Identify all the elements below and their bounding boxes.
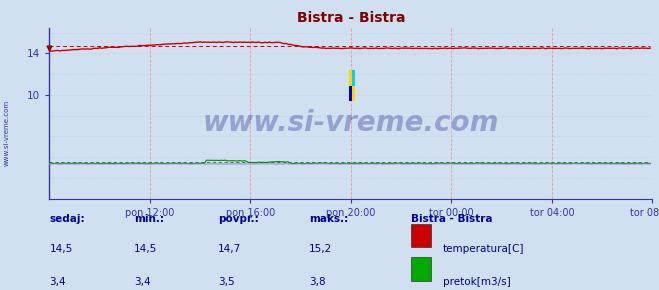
Text: povpr.:: povpr.: [218, 214, 259, 224]
Bar [349, 70, 355, 101]
Text: maks.:: maks.: [308, 214, 348, 224]
Text: temperatura[C]: temperatura[C] [443, 244, 524, 254]
Title: Bistra - Bistra: Bistra - Bistra [297, 11, 405, 25]
Text: 14,5: 14,5 [49, 244, 72, 254]
Text: 14,5: 14,5 [134, 244, 157, 254]
Text: sedaj:: sedaj: [49, 214, 85, 224]
Text: 3,4: 3,4 [49, 277, 66, 287]
Bar [352, 70, 355, 86]
Text: www.si-vreme.com: www.si-vreme.com [203, 109, 499, 137]
Text: 14,7: 14,7 [218, 244, 241, 254]
Text: www.si-vreme.com: www.si-vreme.com [3, 100, 10, 166]
Bar [411, 224, 430, 247]
Text: 15,2: 15,2 [308, 244, 332, 254]
Text: Bistra - Bistra: Bistra - Bistra [411, 214, 493, 224]
Bar [349, 86, 352, 101]
Text: pretok[m3/s]: pretok[m3/s] [443, 277, 510, 287]
Text: 3,5: 3,5 [218, 277, 235, 287]
Text: 3,4: 3,4 [134, 277, 150, 287]
Text: 3,8: 3,8 [308, 277, 326, 287]
Text: min.:: min.: [134, 214, 164, 224]
Bar [411, 257, 430, 281]
